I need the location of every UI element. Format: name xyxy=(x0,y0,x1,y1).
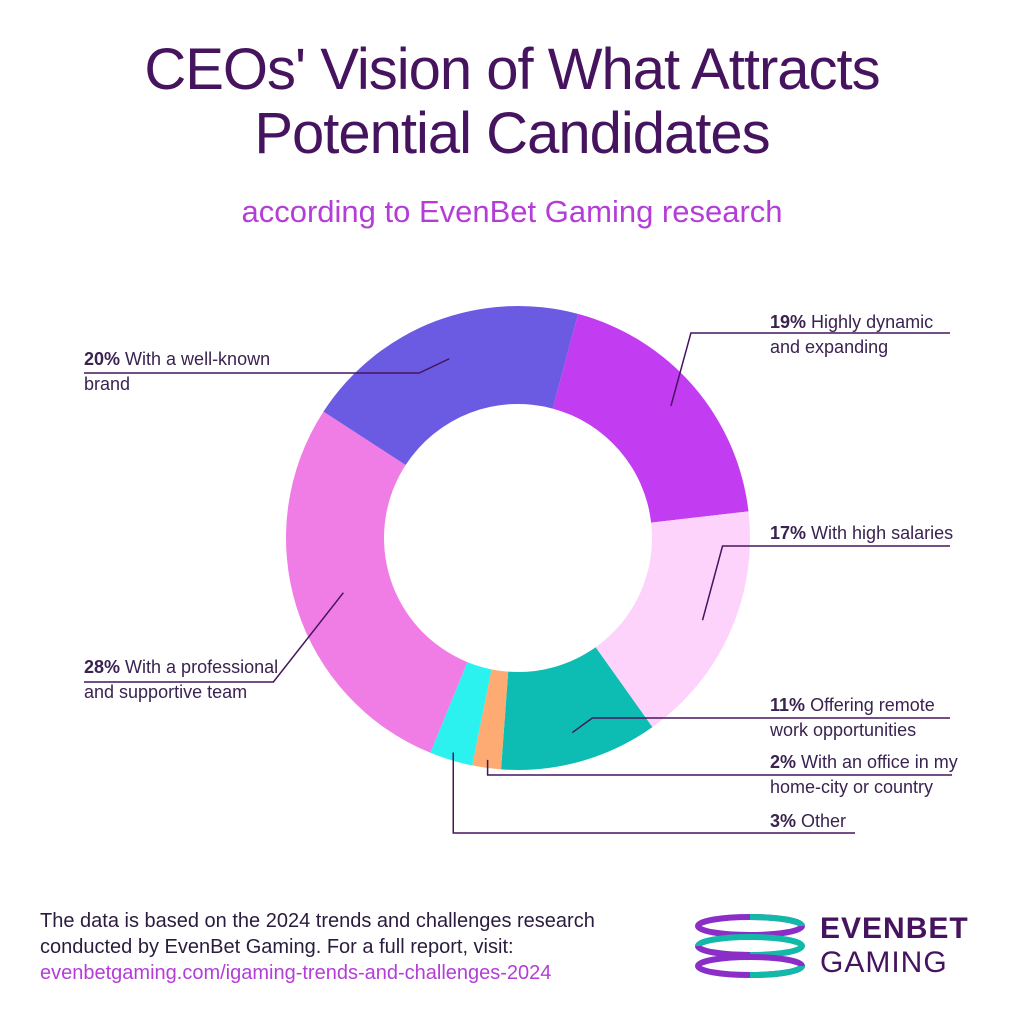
leader-line xyxy=(84,592,344,683)
title-line-1: CEOs' Vision of What Attracts xyxy=(144,37,880,102)
leader-line xyxy=(452,752,855,834)
slice-pct: 20% xyxy=(84,349,121,369)
slice-pct: 11% xyxy=(770,695,806,715)
donut-slice xyxy=(595,511,750,728)
leader-lines xyxy=(84,332,952,834)
slice-label-well-known-brand: 20% With a well-known brand xyxy=(84,347,270,397)
slice-pct: 17% xyxy=(770,523,807,543)
slice-label-high-salaries: 17% With high salaries xyxy=(770,521,953,546)
leader-line xyxy=(84,358,450,374)
donut-slice xyxy=(501,647,653,770)
slice-text-2: home-city or country xyxy=(770,777,934,797)
slice-label-remote-work: 11% Offering remote work opportunities xyxy=(770,693,935,743)
slice-label-office: 2% With an office in my home-city or cou… xyxy=(770,750,958,800)
slice-pct: 3% xyxy=(770,811,797,831)
footer-line-2: conducted by EvenBet Gaming. For a full … xyxy=(40,936,514,958)
slice-text: Other xyxy=(801,811,847,831)
footer-note: The data is based on the 2024 trends and… xyxy=(40,908,660,986)
slice-text: With a professional xyxy=(125,657,279,677)
logo-wordmark: EVENBET GAMING xyxy=(820,912,969,980)
slice-text: With high salaries xyxy=(811,523,954,543)
slice-text: With an office in my xyxy=(801,752,958,772)
slice-text: Highly dynamic xyxy=(811,312,934,332)
slice-label-other: 3% Other xyxy=(770,809,846,834)
footer-line-1: The data is based on the 2024 trends and… xyxy=(40,910,595,932)
slice-pct: 28% xyxy=(84,657,121,677)
slice-text: Offering remote xyxy=(810,695,935,715)
report-link[interactable]: evenbetgaming.com/igaming-trends-and-cha… xyxy=(40,962,552,984)
donut-slice xyxy=(472,669,509,770)
leader-line xyxy=(571,717,950,734)
chart-subtitle: according to EvenBet Gaming research xyxy=(241,194,783,229)
leader-line xyxy=(701,545,950,621)
chart-title: CEOs' Vision of What Attracts Potential … xyxy=(0,38,1024,166)
logo-line-2: GAMING xyxy=(820,946,948,979)
donut-slice xyxy=(430,662,492,766)
donut-slice xyxy=(286,411,468,753)
slice-text-2: work opportunities xyxy=(770,720,917,740)
slice-text-2: and expanding xyxy=(770,337,889,357)
slice-pct: 19% xyxy=(770,312,807,332)
donut-slice xyxy=(323,306,579,466)
slice-label-professional-team: 28% With a professional and supportive t… xyxy=(84,655,278,705)
slice-text-2: and supportive team xyxy=(84,682,248,702)
slice-text: With a well-known xyxy=(125,349,271,369)
title-line-2: Potential Candidates xyxy=(254,101,770,166)
leader-line xyxy=(670,332,950,407)
logo-rings-icon xyxy=(695,914,805,978)
slice-label-highly-dynamic: 19% Highly dynamic and expanding xyxy=(770,310,933,360)
slice-text-2: brand xyxy=(84,374,131,394)
evenbet-logo: EVENBET GAMING xyxy=(694,912,994,982)
logo-line-1: EVENBET xyxy=(820,912,969,945)
donut-slices xyxy=(286,306,750,770)
donut-slice xyxy=(552,313,749,523)
slice-pct: 2% xyxy=(770,752,797,772)
leader-line xyxy=(486,759,952,776)
